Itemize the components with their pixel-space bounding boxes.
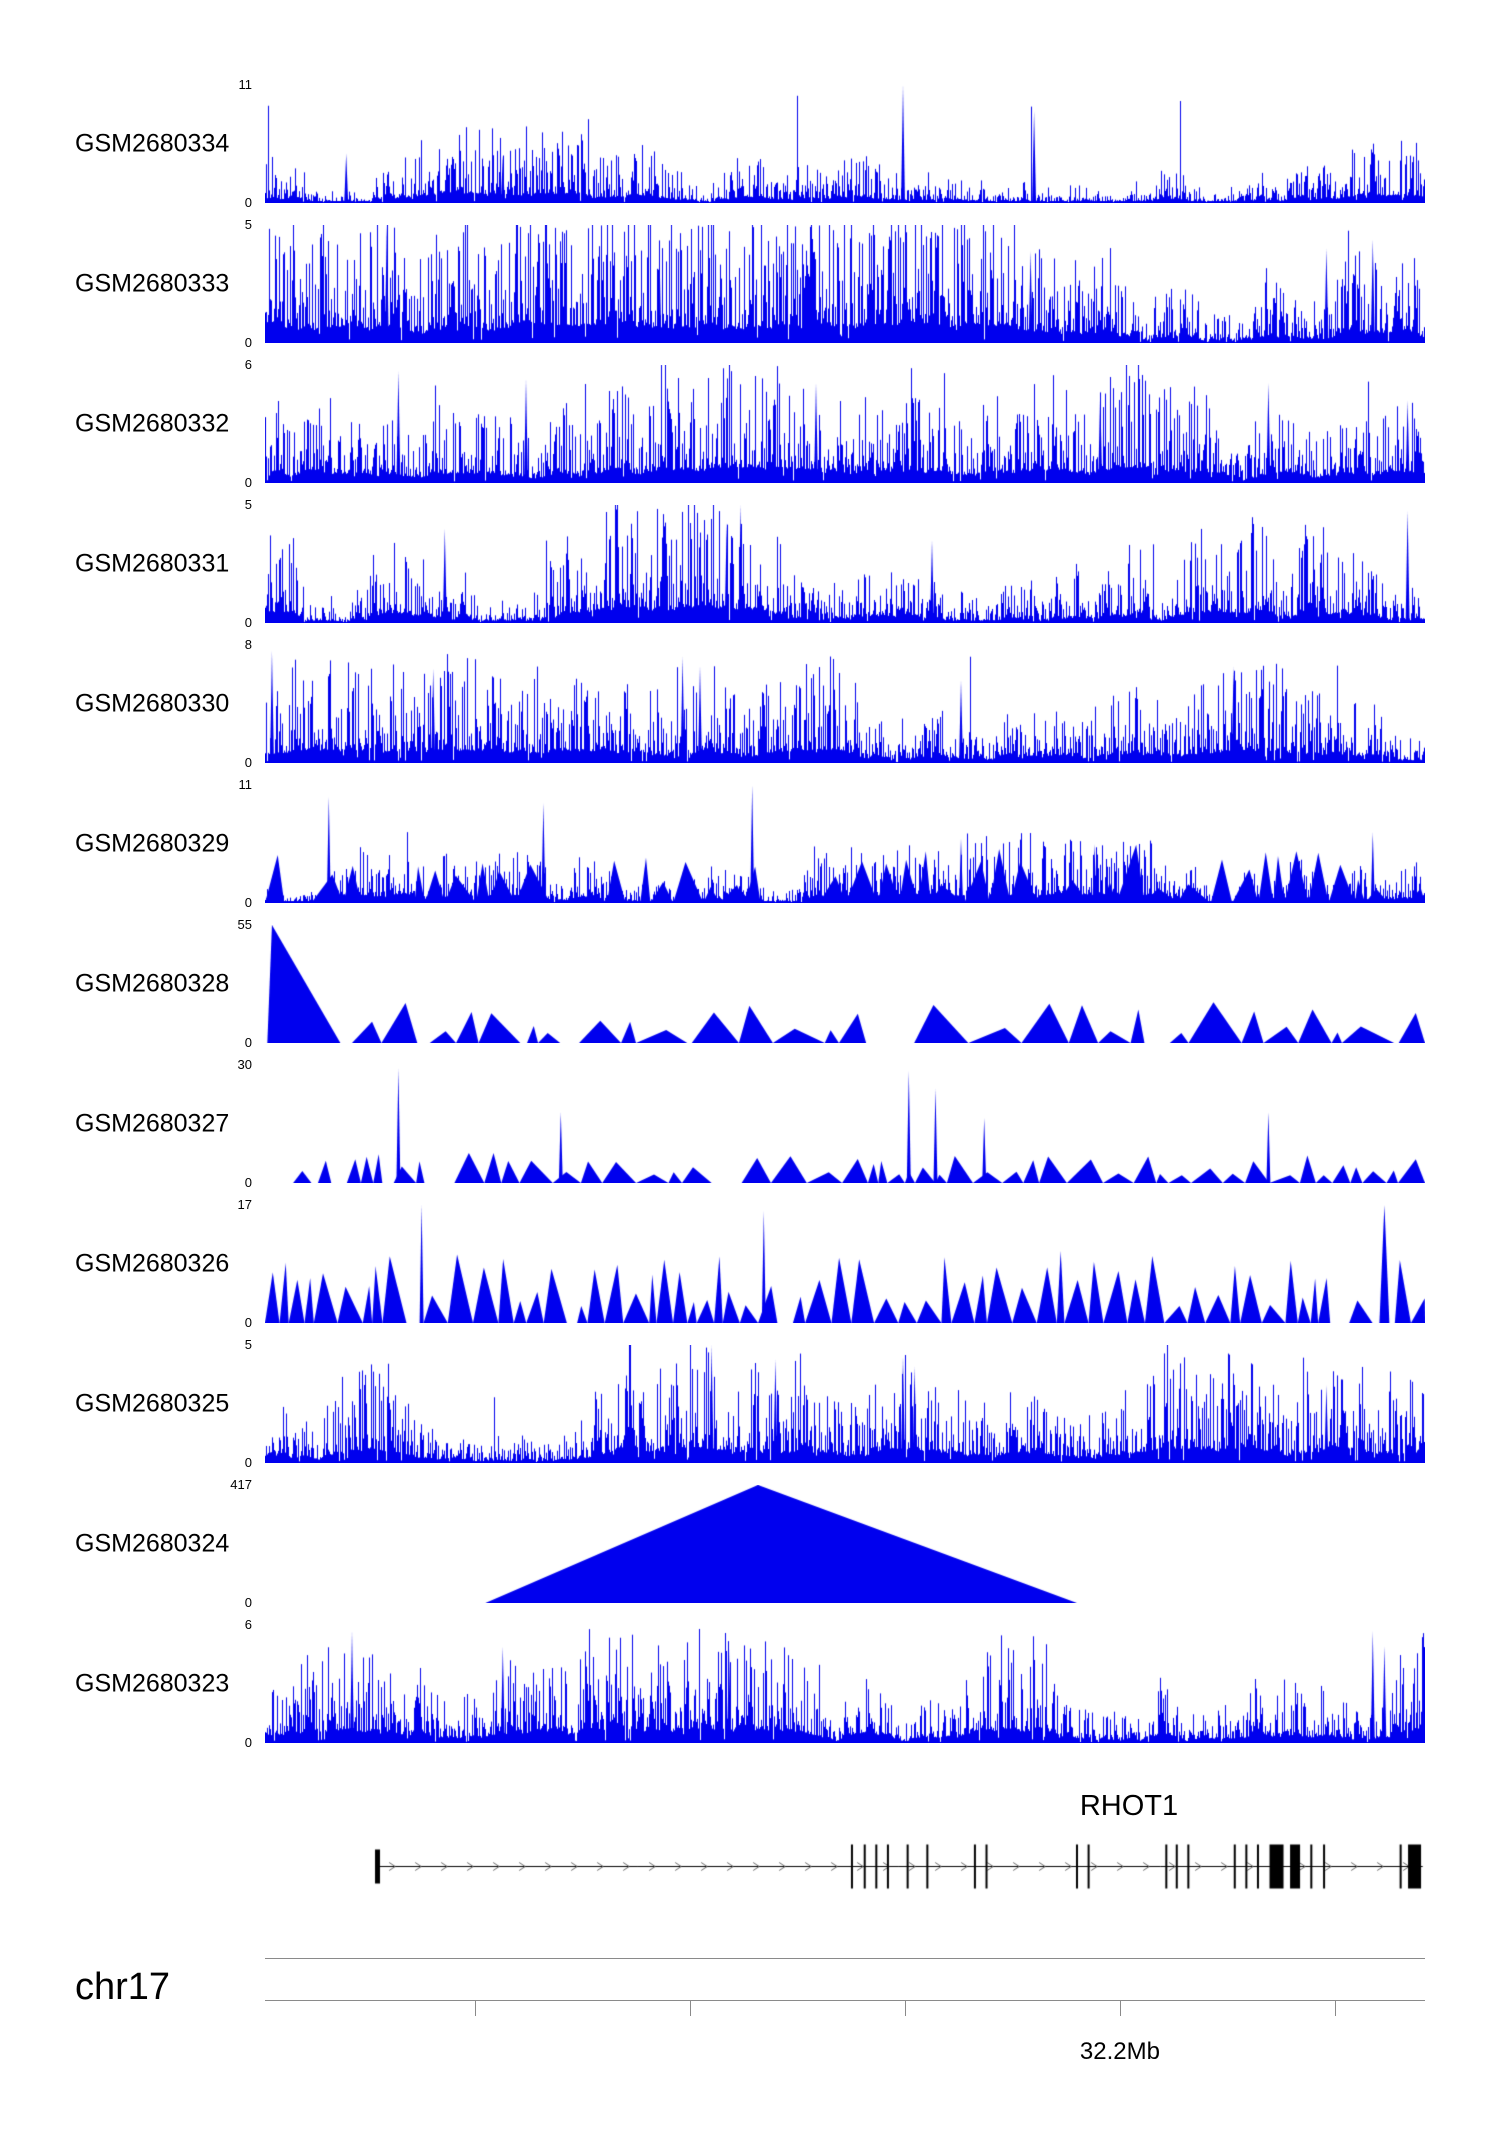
track-label: GSM2680324 [75, 1529, 230, 1558]
y-axis-zero-label: 0 [244, 1735, 252, 1750]
track-row: GSM2680331 5 0 [0, 498, 1500, 630]
ruler-tick [1334, 2000, 1336, 2016]
track-row: GSM2680325 5 0 [0, 1338, 1500, 1470]
coverage-signal-canvas [265, 1205, 1425, 1323]
track-label: GSM2680332 [75, 409, 230, 438]
track-row: GSM2680330 8 0 [0, 638, 1500, 770]
y-axis-max-label: 55 [237, 917, 252, 932]
chromosome-label: chr17 [75, 1966, 171, 2008]
y-axis-max-label: 5 [244, 1337, 252, 1352]
track-row: GSM2680328 55 0 [0, 918, 1500, 1050]
ruler-tick [689, 2000, 691, 2016]
y-axis-max-label: 30 [237, 1057, 252, 1072]
track-label: GSM2680328 [75, 969, 230, 998]
gene-name-label: RHOT1 [1079, 1790, 1179, 1822]
y-axis-max-label: 11 [238, 77, 253, 92]
y-axis-zero-label: 0 [244, 1595, 252, 1610]
track-label: GSM2680331 [75, 549, 230, 578]
coverage-signal-canvas [265, 1065, 1425, 1183]
ruler-line [265, 2000, 1425, 2001]
coverage-signal-canvas [265, 365, 1425, 483]
ruler-tick [905, 2000, 907, 2016]
track-row: GSM2680324 417 0 [0, 1478, 1500, 1610]
track-label: GSM2680330 [75, 689, 230, 718]
track-row: GSM2680326 17 0 [0, 1198, 1500, 1330]
y-axis-zero-label: 0 [244, 335, 252, 350]
track-label: GSM2680334 [75, 129, 230, 158]
y-axis-zero-label: 0 [244, 475, 252, 490]
y-axis-zero-label: 0 [244, 895, 252, 910]
track-label: GSM2680326 [75, 1249, 230, 1278]
track-label: GSM2680323 [75, 1669, 230, 1698]
y-axis-max-label: 17 [237, 1197, 252, 1212]
coverage-signal-canvas [265, 1345, 1425, 1463]
y-axis-max-label: 5 [244, 497, 252, 512]
track-label: GSM2680327 [75, 1109, 230, 1138]
coverage-signal-canvas [265, 505, 1425, 623]
track-row: GSM2680332 6 0 [0, 358, 1500, 490]
y-axis-max-label: 6 [244, 357, 252, 372]
y-axis-zero-label: 0 [244, 1175, 252, 1190]
y-axis-max-label: 11 [238, 777, 253, 792]
y-axis-max-label: 6 [244, 1617, 252, 1632]
y-axis-max-label: 5 [244, 217, 252, 232]
coverage-signal-canvas [265, 645, 1425, 763]
y-axis-zero-label: 0 [244, 195, 252, 210]
gene-model-canvas [265, 1830, 1425, 1902]
track-row: GSM2680334 11 0 [0, 78, 1500, 210]
y-axis-max-label: 8 [244, 637, 252, 652]
y-axis-zero-label: 0 [244, 1315, 252, 1330]
coverage-signal-canvas [265, 1485, 1425, 1603]
gene-track: RHOT1 [0, 1790, 1500, 1920]
track-row: GSM2680333 5 0 [0, 218, 1500, 350]
coverage-signal-canvas [265, 1625, 1425, 1743]
track-row: GSM2680327 30 0 [0, 1058, 1500, 1190]
y-axis-zero-label: 0 [244, 615, 252, 630]
track-label: GSM2680329 [75, 829, 230, 858]
track-label: GSM2680333 [75, 269, 230, 298]
coverage-signal-canvas [265, 85, 1425, 203]
track-row: GSM2680323 6 0 [0, 1618, 1500, 1750]
ruler-tick [474, 2000, 476, 2016]
coverage-signal-canvas [265, 925, 1425, 1043]
position-label: 32.2Mb [1079, 2038, 1160, 2065]
coverage-signal-canvas [265, 785, 1425, 903]
y-axis-zero-label: 0 [244, 1455, 252, 1470]
y-axis-zero-label: 0 [244, 755, 252, 770]
track-label: GSM2680325 [75, 1389, 230, 1418]
track-row: GSM2680329 11 0 [0, 778, 1500, 910]
coverage-signal-canvas [265, 225, 1425, 343]
y-axis-max-label: 417 [230, 1477, 252, 1492]
y-axis-zero-label: 0 [244, 1035, 252, 1050]
axis-top-line [265, 1958, 1425, 1959]
ruler-tick [1119, 2000, 1121, 2016]
